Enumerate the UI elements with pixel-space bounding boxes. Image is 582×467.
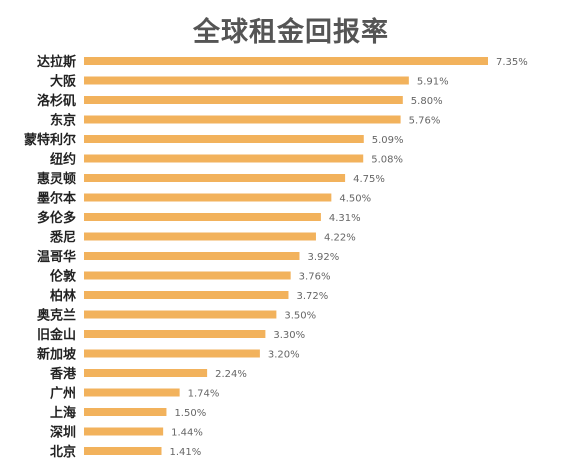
- value-label: 4.75%: [353, 174, 385, 185]
- value-label: 2.24%: [215, 369, 247, 380]
- bar: [84, 135, 364, 143]
- value-label: 3.30%: [273, 330, 305, 341]
- value-label: 4.31%: [329, 213, 361, 224]
- value-label: 3.92%: [307, 252, 339, 263]
- value-label: 4.50%: [339, 194, 371, 205]
- category-label: 广州: [50, 386, 76, 402]
- category-label: 洛杉矶: [37, 93, 76, 109]
- value-label: 3.76%: [299, 272, 331, 283]
- category-label: 奥克兰: [37, 308, 76, 324]
- category-label: 达拉斯: [37, 54, 76, 70]
- bar: [84, 408, 167, 416]
- bar: [84, 232, 316, 241]
- bar: [84, 271, 291, 280]
- chart-title: 全球租金回报率: [193, 17, 389, 48]
- category-label: 上海: [50, 405, 76, 421]
- bar: [84, 213, 321, 221]
- category-label: 旧金山: [37, 327, 76, 343]
- value-label: 5.09%: [372, 135, 404, 146]
- bar: [84, 349, 260, 358]
- value-label: 5.08%: [371, 155, 403, 166]
- bar: [84, 369, 208, 377]
- bar: [84, 193, 332, 202]
- bar: [84, 76, 409, 85]
- value-label: 5.80%: [411, 96, 443, 107]
- value-label: 1.44%: [171, 428, 203, 439]
- value-label: 1.41%: [170, 447, 202, 458]
- category-label: 新加坡: [37, 347, 77, 363]
- bar: [84, 57, 488, 65]
- category-label: 伦敦: [50, 269, 77, 285]
- value-label: 7.35%: [496, 57, 528, 68]
- category-label: 温哥华: [37, 249, 76, 265]
- category-label: 蒙特利尔: [24, 132, 76, 148]
- bar: [84, 330, 266, 338]
- category-label: 东京: [50, 113, 76, 129]
- category-label: 大阪: [50, 74, 77, 90]
- category-label: 多伦多: [37, 210, 76, 226]
- value-label: 1.50%: [174, 408, 206, 419]
- bar: [84, 174, 346, 182]
- bar: [84, 154, 364, 163]
- category-label: 惠灵顿: [37, 171, 76, 187]
- value-label: 4.22%: [324, 233, 356, 244]
- category-label: 北京: [50, 444, 76, 460]
- value-label: 5.76%: [409, 116, 441, 127]
- value-label: 3.20%: [268, 350, 300, 361]
- category-label: 纽约: [50, 152, 76, 168]
- category-label: 柏林: [50, 288, 76, 304]
- category-label: 悉尼: [49, 230, 76, 246]
- category-label: 香港: [49, 366, 77, 382]
- value-label: 3.50%: [284, 311, 316, 322]
- bar: [84, 388, 180, 397]
- value-label: 1.74%: [188, 389, 220, 400]
- bar: [84, 252, 300, 260]
- bar: [84, 310, 277, 319]
- bar: [84, 427, 164, 436]
- bar: [84, 115, 401, 124]
- bar: [84, 96, 403, 104]
- bar: [84, 447, 162, 455]
- category-label: 墨尔本: [37, 191, 76, 207]
- value-label: 3.72%: [296, 291, 328, 302]
- category-label: 深圳: [50, 425, 76, 441]
- value-label: 5.91%: [417, 77, 449, 88]
- bar: [84, 291, 289, 299]
